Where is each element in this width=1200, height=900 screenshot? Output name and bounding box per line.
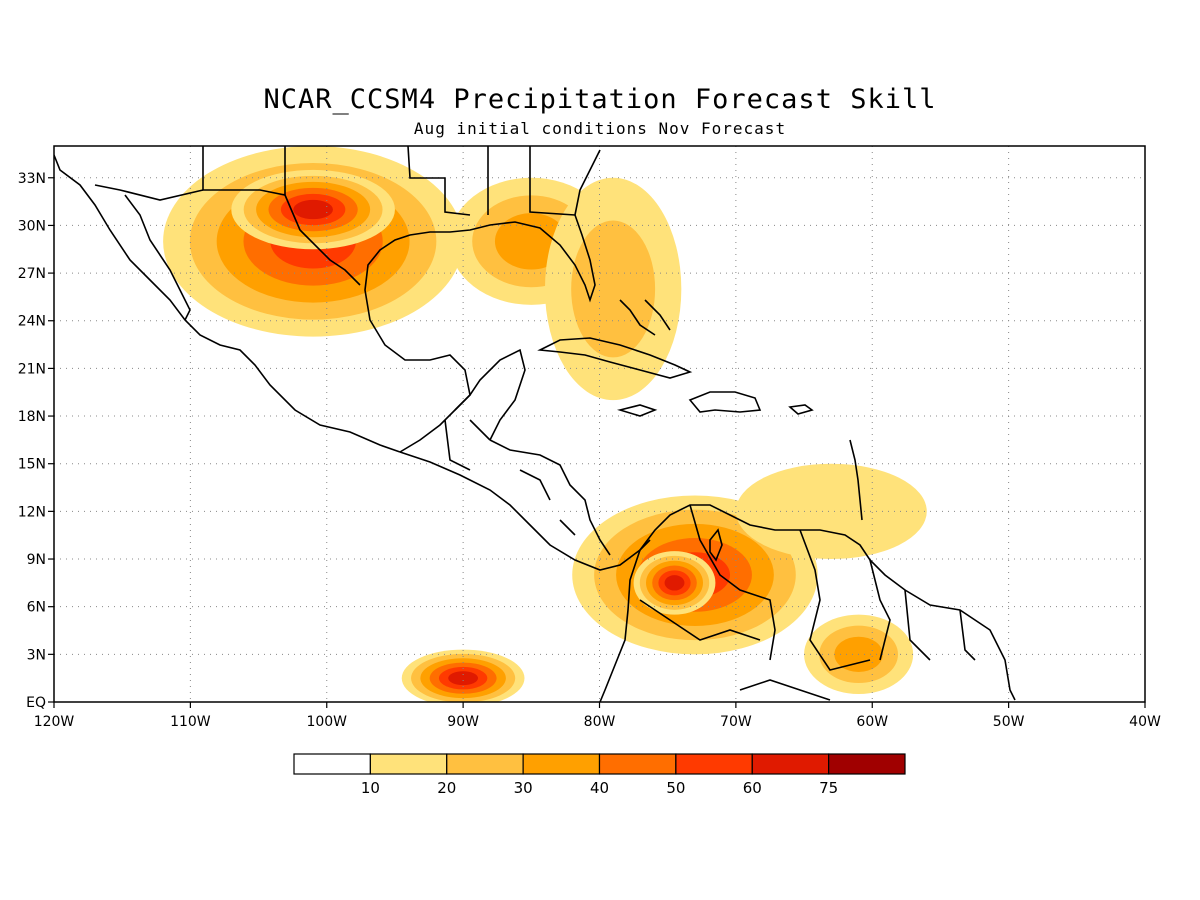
colorbar-label: 60 [743,779,762,797]
lon-tick-label: 60W [856,714,888,730]
skill-region-pacific-south [401,649,525,702]
map-title: NCAR_CCSM4 Precipitation Forecast Skill [263,84,937,115]
colorbar-swatch [675,753,753,775]
skill-region-texas-core [231,169,395,250]
lat-tick-label: 33N [18,171,46,187]
lat-tick-label: 21N [18,361,46,377]
lon-tick-label: 90W [447,714,479,730]
colorbar-label: 30 [514,779,533,797]
lon-tick-label: 110W [170,714,211,730]
colorbar: 10 20 30 40 50 60 75 [293,753,906,797]
map-subtitle: Aug initial conditions Nov Forecast [413,119,787,138]
lon-tick-label: 80W [584,714,616,730]
skill-contour-level-6 [293,199,333,220]
colorbar-swatch [293,753,371,775]
colorbar-swatch [522,753,601,775]
lat-tick-label: 9N [27,552,46,568]
lat-tick-label: 3N [27,647,46,663]
axis-ticks: 120W 110W 100W 90W 80W 70W 60W 50W 40W EQ 3N 6N 9N 12… [18,171,1161,730]
colorbar-swatch [751,753,830,775]
colorbar-swatch [598,753,677,775]
colorbar-swatch [446,753,524,775]
lat-tick-label: 24N [18,314,46,330]
lat-tick-label: EQ [26,695,46,711]
skill-region-caribbean-east [735,463,927,560]
lat-tick-label: 15N [18,457,46,473]
skill-region-florida-bahamas [544,177,682,401]
lon-tick-label: 50W [993,714,1025,730]
skill-contour-level-1 [735,463,927,560]
colorbar-swatch [369,753,448,775]
skill-region-colombia-core [633,551,716,615]
colorbar-label: 50 [666,779,685,797]
colorbar-label: 20 [437,779,456,797]
lat-tick-label: 30N [18,218,46,234]
colorbar-label: 10 [361,779,380,797]
colorbar-label: 75 [819,779,838,797]
lon-tick-label: 70W [720,714,752,730]
coastlines [54,146,1016,702]
colorbar-label: 40 [590,779,609,797]
lon-tick-label: 100W [306,714,347,730]
lat-tick-label: 6N [27,600,46,616]
skill-contour-level-6 [664,575,685,591]
lat-tick-label: 12N [18,504,46,520]
skill-contour-level-6 [448,671,479,686]
lat-tick-label: 27N [18,266,46,282]
lat-tick-label: 18N [18,409,46,425]
skill-shading-layer [163,146,927,702]
lon-tick-label: 120W [34,714,75,730]
lon-tick-label: 40W [1129,714,1161,730]
colorbar-swatch [828,753,906,775]
skill-contour-level-2 [571,220,656,358]
